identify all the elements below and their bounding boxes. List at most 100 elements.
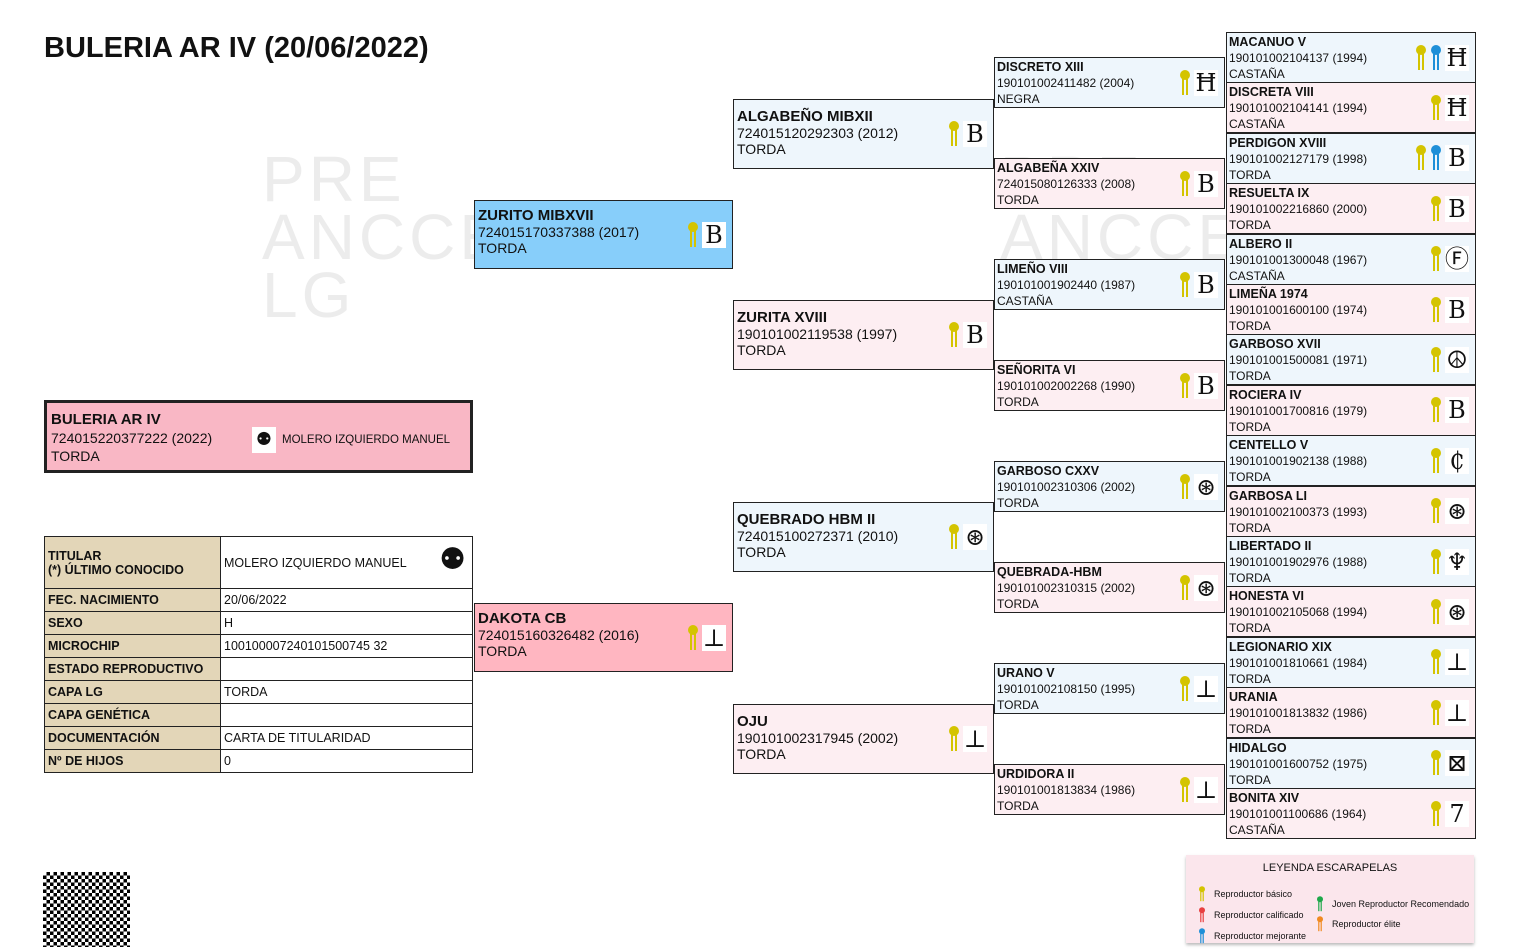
watermark-logo: PRE ANCCE LG: [262, 143, 507, 331]
horse-name: DISCRETO XIII: [997, 60, 1084, 74]
horse-reg: 724015120292303 (2012): [737, 125, 899, 141]
horse-card[interactable]: LIBERTADO II 190101001902976 (1988) TORDA ♆: [1226, 536, 1476, 587]
brand-mark-icon: ⊥: [963, 725, 987, 753]
horse-coat: CASTAÑA: [997, 294, 1053, 308]
horse-card[interactable]: QUEBRADO HBM II 724015100272371 (2010) TOR…: [733, 502, 994, 572]
basic-ribbon-icon: [1179, 372, 1191, 399]
horse-coat: TORDA: [1229, 520, 1271, 535]
qr-code[interactable]: [43, 872, 130, 947]
horse-card[interactable]: LIMEÑO VIII 190101001902440 (1987) CASTAÑA…: [994, 259, 1225, 310]
horse-coat: TORDA: [478, 643, 527, 659]
brand-mark-icon: B: [702, 221, 726, 248]
horse-card[interactable]: URANIA 190101001813832 (1986) TORDA ⊥: [1226, 687, 1476, 739]
horse-card[interactable]: HIDALGO 190101001600752 (1975) TORDA ⊠: [1226, 737, 1476, 789]
horse-icons: B: [1430, 296, 1469, 323]
horse-card[interactable]: PERDIGON XVIII 190101002127179 (1998) TORD…: [1226, 132, 1476, 184]
basic-ribbon-icon: [1430, 195, 1442, 222]
horse-reg: 190101002104137 (1994): [1229, 51, 1368, 65]
horse-coat: TORDA: [737, 141, 786, 157]
horse-card[interactable]: ALGABEÑO MIBXII 724015120292303 (2012) TOR…: [733, 99, 994, 169]
horse-card[interactable]: ALBERO II 190101001300048 (1967) CASTAÑA Ⓕ: [1226, 233, 1476, 285]
horse-card[interactable]: SEÑORITA VI 190101002002268 (1990) TORDA B: [994, 360, 1225, 411]
horse-card[interactable]: GARBOSO XVII 190101001500081 (1971) TORDA ☮: [1226, 334, 1476, 386]
horse-coat: CASTAÑA: [1229, 67, 1285, 81]
info-value: [220, 703, 473, 727]
owner-brand-icon: ⚉: [439, 542, 466, 577]
horse-reg: 190101001813832 (1986): [1229, 706, 1368, 721]
horse-name: CENTELLO V: [1229, 438, 1309, 453]
horse-card[interactable]: HONESTA VI 190101002105068 (1994) TORDA ⊛: [1226, 586, 1476, 638]
basic-ribbon-icon: [1430, 548, 1442, 575]
info-row: Nº DE HIJOS 0: [44, 749, 473, 773]
horse-name: SEÑORITA VI: [997, 363, 1076, 377]
page-title: BULERIA AR IV (20/06/2022): [44, 32, 429, 64]
horse-icons: B: [1430, 397, 1469, 424]
calificado-ribbon-icon: [1198, 907, 1205, 923]
horse-card[interactable]: QUEBRADA-HBM 190101002310315 (2002) TORDA ⊛: [994, 562, 1225, 613]
horse-icons: ⊛: [1430, 597, 1469, 626]
brand-mark-icon: ⊛: [1445, 597, 1469, 626]
brand-mark-icon: Ħ: [1445, 93, 1469, 122]
horse-card[interactable]: DISCRETO XIII 190101002411482 (2004) NEGRA…: [994, 57, 1225, 108]
horse-coat: NEGRA: [997, 92, 1040, 106]
horse-coat: TORDA: [997, 799, 1039, 813]
subject-horse-card[interactable]: BULERIA AR IV 724015220377222 (2022) TOR…: [44, 400, 473, 473]
horse-card[interactable]: DAKOTA CB 724015160326482 (2016) TORDA ⊥: [474, 603, 733, 672]
info-label: ESTADO REPRODUCTIVO: [44, 657, 221, 681]
horse-card[interactable]: GARBOSA LI 190101002100373 (1993) TORDA ⊛: [1226, 485, 1476, 537]
basic-ribbon-icon: [1179, 271, 1191, 298]
basic-ribbon-icon: [1430, 699, 1442, 726]
info-row: DOCUMENTACIÓN CARTA DE TITULARIDAD: [44, 726, 473, 750]
basic-ribbon-icon: [1430, 397, 1442, 423]
horse-icons: ⊛: [1179, 574, 1218, 601]
horse-card[interactable]: BONITA XIV 190101001100686 (1964) CASTAÑA 7: [1226, 788, 1476, 839]
horse-card[interactable]: GARBOSO CXXV 190101002310306 (2002) TORDA ⊛: [994, 461, 1225, 512]
horse-card[interactable]: URDIDORA II 190101001813834 (1986) TORDA ⊥: [994, 764, 1225, 815]
horse-coat: TORDA: [1229, 621, 1271, 636]
horse-coat: TORDA: [997, 698, 1039, 712]
horse-icons: ₵: [1430, 447, 1469, 474]
brand-mark-icon: ⊠: [1445, 749, 1469, 778]
horse-card[interactable]: RESUELTA IX 190101002216860 (2000) TORDA B: [1226, 183, 1476, 235]
horse-card[interactable]: CENTELLO V 190101001902138 (1988) TORDA ₵: [1226, 435, 1476, 487]
horse-reg: 190101002317945 (2002): [737, 730, 899, 746]
horse-reg: 190101001300048 (1967): [1229, 252, 1368, 267]
brand-mark-icon: ⊛: [963, 523, 987, 551]
horse-card[interactable]: URANO V 190101002108150 (1995) TORDA ⊥: [994, 663, 1225, 714]
horse-card[interactable]: OJU 190101002317945 (2002) TORDA ⊥: [733, 704, 994, 774]
brand-mark-icon: ⊥: [1445, 698, 1469, 727]
horse-name: OJU: [737, 713, 768, 730]
horse-reg: 190101002105068 (1994): [1229, 605, 1368, 620]
horse-coat: TORDA: [1229, 369, 1271, 384]
joven-ribbon-icon: [1316, 896, 1323, 912]
horse-card[interactable]: ZURITO MIBXVII 724015170337388 (2017) TORD…: [474, 200, 733, 269]
horse-coat: TORDA: [997, 597, 1039, 611]
horse-icons: ⊥: [687, 624, 726, 651]
horse-card[interactable]: ROCIERA IV 190101001700816 (1979) TORDA B: [1226, 384, 1476, 436]
horse-name: BULERIA AR IV: [51, 411, 161, 428]
basic-ribbon-icon: [1430, 246, 1442, 272]
horse-card[interactable]: DISCRETA VIII 190101002104141 (1994) CASTA…: [1226, 82, 1476, 134]
horse-reg: 190101002104141 (1994): [1229, 101, 1368, 116]
info-row: ESTADO REPRODUCTIVO: [44, 657, 473, 681]
basic-ribbon-icon: [1179, 473, 1191, 500]
horse-card[interactable]: MACANUO V 190101002104137 (1994) CASTAÑA Ħ: [1226, 32, 1476, 83]
info-row: FEC. NACIMIENTO 20/06/2022: [44, 588, 473, 612]
horse-name: BONITA XIV: [1229, 791, 1300, 805]
horse-icons: B: [687, 221, 726, 248]
horse-card[interactable]: LEGIONARIO XIX 190101001810661 (1984) TORD…: [1226, 636, 1476, 688]
horse-card[interactable]: ALGABEÑA XXIV 724015080126333 (2008) TORDA…: [994, 158, 1225, 209]
info-label: TITULAR (*) ÚLTIMO CONOCIDO: [44, 536, 221, 589]
horse-name: DISCRETA VIII: [1229, 85, 1314, 100]
legend-label: Reproductor mejorante: [1214, 931, 1307, 941]
basic-ribbon-icon: [1179, 776, 1191, 803]
horse-card[interactable]: LIMEÑA 1974 190101001600100 (1974) TORDA B: [1226, 284, 1476, 335]
horse-card[interactable]: ZURITA XVIII 190101002119538 (1997) TORDA B: [733, 300, 994, 370]
horse-reg: 190101002310306 (2002): [997, 480, 1136, 494]
legend-item: Reproductor calificado: [1196, 902, 1304, 928]
brand-mark-icon: B: [1445, 195, 1469, 222]
horse-name: LIBERTADO II: [1229, 539, 1312, 553]
horse-coat: TORDA: [737, 342, 786, 358]
horse-name: ZURITO MIBXVII: [478, 207, 594, 224]
horse-name: HONESTA VI: [1229, 589, 1305, 604]
